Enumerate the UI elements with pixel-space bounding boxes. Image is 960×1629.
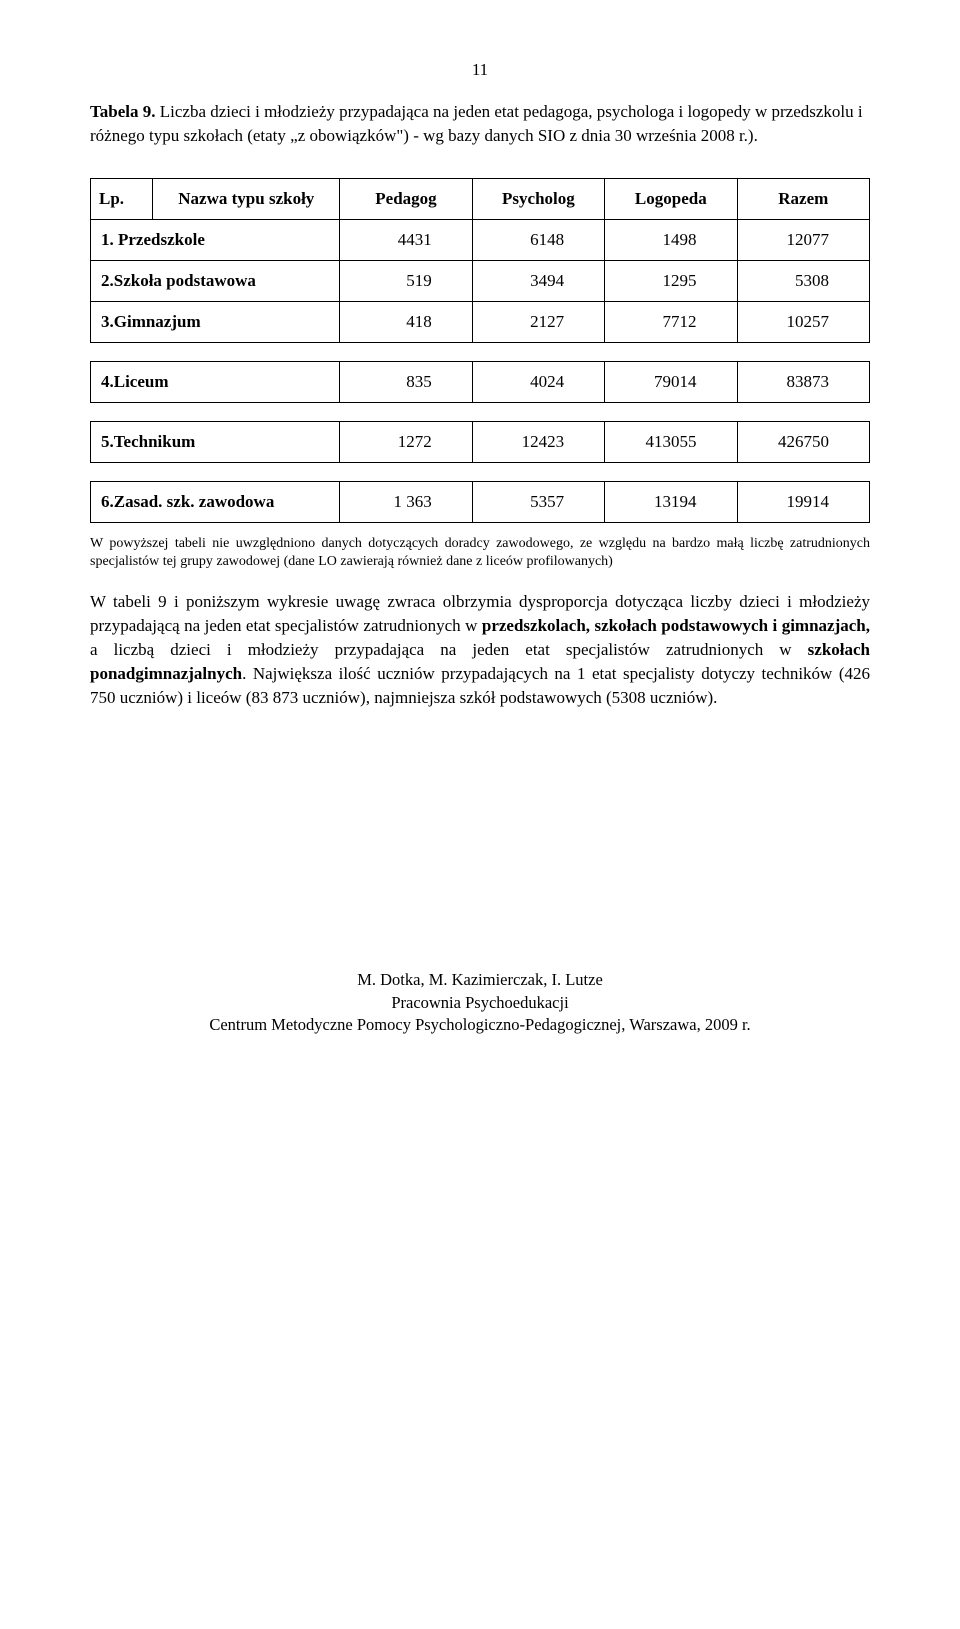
row-label: 4.Liceum: [91, 361, 340, 402]
cell: 19914: [737, 481, 869, 522]
body-paragraph: W tabeli 9 i poniższym wykresie uwagę zw…: [90, 590, 870, 709]
page-footer: M. Dotka, M. Kazimierczak, I. Lutze Prac…: [90, 969, 870, 1036]
table-header-row: Lp. Nazwa typu szkoły Pedagog Psycholog …: [91, 178, 870, 219]
caption-rest: Liczba dzieci i młodzieży przypadająca n…: [90, 102, 863, 145]
cell: 3494: [472, 260, 604, 301]
header-lp: Lp.: [91, 178, 153, 219]
header-name: Nazwa typu szkoły: [153, 178, 340, 219]
cell: 1295: [605, 260, 737, 301]
row-label: 2.Szkoła podstawowa: [91, 260, 340, 301]
cell: 79014: [605, 361, 737, 402]
para-bold: przedszkolach, szkołach podstawowych i g…: [482, 616, 870, 635]
cell: 426750: [737, 421, 869, 462]
footer-line: Pracownia Psychoedukacji: [90, 992, 870, 1014]
cell: 2127: [472, 301, 604, 342]
table-footnote: W powyższej tabeli nie uwzględniono dany…: [90, 535, 870, 573]
cell: 83873: [737, 361, 869, 402]
row-label: 6.Zasad. szk. zawodowa: [91, 481, 340, 522]
spacer-row: [91, 342, 870, 361]
footer-line: Centrum Metodyczne Pomocy Psychologiczno…: [90, 1014, 870, 1036]
header-razem: Razem: [737, 178, 869, 219]
spacer-row: [91, 462, 870, 481]
cell: 4024: [472, 361, 604, 402]
row-label: 5.Technikum: [91, 421, 340, 462]
row-label: 3.Gimnazjum: [91, 301, 340, 342]
cell: 519: [340, 260, 472, 301]
header-psycholog: Psycholog: [472, 178, 604, 219]
cell: 6148: [472, 219, 604, 260]
caption-prefix: Tabela 9.: [90, 102, 156, 121]
cell: 1272: [340, 421, 472, 462]
row-label: 1. Przedszkole: [91, 219, 340, 260]
table-caption: Tabela 9. Liczba dzieci i młodzieży przy…: [90, 100, 870, 148]
cell: 413055: [605, 421, 737, 462]
cell: 5357: [472, 481, 604, 522]
cell: 4431: [340, 219, 472, 260]
data-table: Lp. Nazwa typu szkoły Pedagog Psycholog …: [90, 178, 870, 523]
cell: 1 363: [340, 481, 472, 522]
footer-line: M. Dotka, M. Kazimierczak, I. Lutze: [90, 969, 870, 991]
cell: 835: [340, 361, 472, 402]
table-row: 6.Zasad. szk. zawodowa 1 363 5357 13194 …: [91, 481, 870, 522]
table-row: 2.Szkoła podstawowa 519 3494 1295 5308: [91, 260, 870, 301]
cell: 418: [340, 301, 472, 342]
cell: 13194: [605, 481, 737, 522]
header-pedagog: Pedagog: [340, 178, 472, 219]
table-row: 5.Technikum 1272 12423 413055 426750: [91, 421, 870, 462]
cell: 1498: [605, 219, 737, 260]
cell: 10257: [737, 301, 869, 342]
table-row: 4.Liceum 835 4024 79014 83873: [91, 361, 870, 402]
page-number: 11: [90, 60, 870, 80]
table-row: 1. Przedszkole 4431 6148 1498 12077: [91, 219, 870, 260]
cell: 12423: [472, 421, 604, 462]
para-text: a liczbą dzieci i młodzieży przypadająca…: [90, 640, 808, 659]
spacer-row: [91, 402, 870, 421]
table-row: 3.Gimnazjum 418 2127 7712 10257: [91, 301, 870, 342]
cell: 5308: [737, 260, 869, 301]
header-logopeda: Logopeda: [605, 178, 737, 219]
cell: 12077: [737, 219, 869, 260]
cell: 7712: [605, 301, 737, 342]
